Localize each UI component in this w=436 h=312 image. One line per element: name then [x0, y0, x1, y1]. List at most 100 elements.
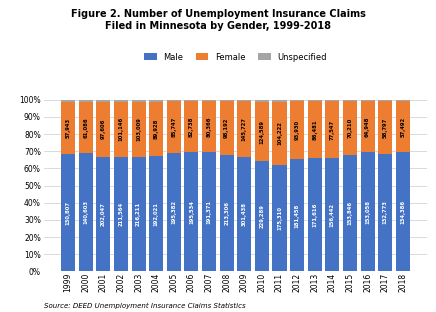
Text: 202,047: 202,047 [101, 202, 106, 226]
Bar [396, 101, 410, 152]
Legend: Male, Female, Unspecified: Male, Female, Unspecified [144, 52, 327, 61]
Bar [237, 101, 251, 157]
Text: Source: DEED Unemployment Insurance Claims Statistics: Source: DEED Unemployment Insurance Clai… [44, 303, 245, 309]
Bar [272, 165, 286, 271]
Bar [61, 154, 75, 271]
Bar [220, 155, 234, 271]
Bar [343, 100, 357, 101]
Text: 58,797: 58,797 [383, 117, 388, 138]
Text: 103,009: 103,009 [136, 117, 141, 141]
Bar [61, 102, 75, 154]
Bar [237, 157, 251, 271]
Text: 77,547: 77,547 [330, 119, 335, 140]
Bar [343, 155, 357, 271]
Bar [325, 101, 339, 158]
Bar [202, 101, 216, 152]
Bar [78, 102, 93, 153]
Text: 145,727: 145,727 [242, 117, 247, 141]
Bar [255, 100, 269, 102]
Text: 61,086: 61,086 [83, 117, 88, 138]
Bar [361, 101, 375, 152]
Bar [96, 157, 110, 271]
Bar [325, 100, 339, 101]
Bar [61, 100, 75, 102]
Bar [255, 161, 269, 271]
Bar [308, 100, 322, 101]
Bar [184, 101, 198, 152]
Bar [378, 154, 392, 271]
Bar [290, 100, 304, 101]
Text: 195,382: 195,382 [171, 200, 176, 224]
Text: 89,928: 89,928 [153, 119, 159, 139]
Bar [396, 100, 410, 101]
Text: 156,442: 156,442 [330, 202, 335, 227]
Bar [396, 152, 410, 271]
Bar [78, 153, 93, 271]
Text: 229,289: 229,289 [259, 204, 264, 228]
Bar [343, 101, 357, 155]
Bar [202, 152, 216, 271]
Bar [361, 152, 375, 271]
Bar [167, 153, 181, 271]
Bar [255, 102, 269, 161]
Text: 104,222: 104,222 [277, 121, 282, 145]
Text: 124,589: 124,589 [259, 119, 264, 144]
Text: 93,930: 93,930 [295, 120, 300, 140]
Text: 82,738: 82,738 [189, 116, 194, 137]
Text: 97,606: 97,606 [101, 119, 106, 139]
Bar [184, 152, 198, 271]
Text: 153,846: 153,846 [347, 201, 352, 225]
Text: 301,438: 301,438 [242, 202, 247, 226]
Bar [149, 100, 163, 101]
Text: Figure 2. Number of Unemployment Insurance Claims
Filed in Minnesota by Gender, : Figure 2. Number of Unemployment Insuran… [71, 9, 365, 31]
Bar [325, 158, 339, 271]
Text: 86,481: 86,481 [312, 119, 317, 140]
Text: 57,943: 57,943 [65, 118, 71, 138]
Text: 98,192: 98,192 [224, 118, 229, 138]
Text: 70,210: 70,210 [347, 118, 352, 138]
Text: 192,021: 192,021 [153, 202, 159, 226]
Bar [220, 100, 234, 101]
Bar [114, 102, 128, 157]
Text: 213,306: 213,306 [224, 201, 229, 225]
Bar [378, 100, 392, 101]
Bar [132, 100, 146, 102]
Bar [184, 100, 198, 101]
Bar [237, 100, 251, 101]
Text: 64,948: 64,948 [365, 116, 370, 137]
Bar [149, 156, 163, 271]
Text: 175,310: 175,310 [277, 206, 282, 230]
Bar [290, 159, 304, 271]
Bar [114, 157, 128, 271]
Bar [149, 101, 163, 156]
Bar [290, 101, 304, 159]
Text: 211,564: 211,564 [119, 202, 123, 226]
Bar [96, 101, 110, 157]
Text: 134,386: 134,386 [400, 200, 405, 224]
Text: 85,747: 85,747 [171, 117, 176, 138]
Text: 191,371: 191,371 [207, 199, 211, 224]
Bar [202, 100, 216, 101]
Text: 140,603: 140,603 [83, 200, 88, 224]
Bar [378, 101, 392, 154]
Text: 171,616: 171,616 [312, 203, 317, 227]
Bar [78, 100, 93, 102]
Bar [167, 101, 181, 153]
Bar [361, 100, 375, 101]
Text: 130,807: 130,807 [65, 201, 71, 225]
Bar [272, 101, 286, 165]
Text: 181,458: 181,458 [295, 203, 300, 227]
Text: 101,146: 101,146 [119, 117, 123, 141]
Bar [308, 101, 322, 158]
Bar [114, 100, 128, 102]
Bar [132, 102, 146, 157]
Text: 57,492: 57,492 [400, 117, 405, 137]
Text: 195,534: 195,534 [189, 200, 194, 224]
Bar [96, 100, 110, 101]
Bar [132, 157, 146, 271]
Text: 153,058: 153,058 [365, 200, 370, 224]
Bar [167, 100, 181, 101]
Bar [220, 101, 234, 155]
Text: 132,773: 132,773 [383, 201, 388, 224]
Text: 80,366: 80,366 [207, 116, 211, 137]
